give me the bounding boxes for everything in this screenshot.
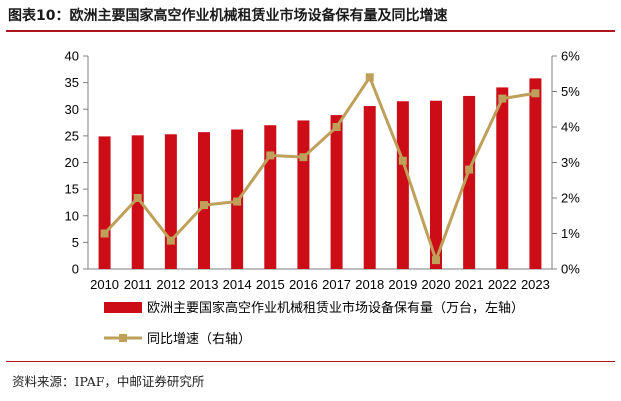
left-tick-label: 10 (65, 208, 79, 223)
x-tick-label: 2020 (422, 277, 451, 292)
left-tick-label: 0 (72, 262, 79, 277)
x-axis: 2010 2011 2012 2013 2014 2015 2016 2017 2018 2019… (88, 268, 552, 292)
x-tick-label: 2021 (455, 277, 484, 292)
line-point (200, 201, 208, 210)
bar (330, 115, 343, 269)
line-point (266, 151, 275, 160)
bar (363, 106, 376, 270)
x-tick-label: 2018 (355, 277, 384, 292)
left-y-axis: 0 5 10 15 20 25 30 35 40 (65, 49, 89, 277)
left-tick-label: 20 (65, 155, 79, 170)
bar (297, 120, 310, 270)
growth-line (103, 75, 536, 262)
line-point (133, 194, 142, 202)
right-y-axis: 0% 1% 2% 3% 4% 5% 6% (551, 49, 580, 277)
legend: 欧洲主要国家高空作业机械租赁业市场设备保有量（万台，左轴） 同比增速（右轴） (104, 300, 524, 346)
line-point (166, 236, 175, 245)
line-point (100, 229, 109, 238)
bar (98, 136, 111, 269)
left-tick-label: 5 (72, 235, 79, 250)
line-point (299, 153, 308, 162)
right-tick-label: 5% (561, 84, 580, 99)
x-tick-label: 2017 (322, 277, 351, 292)
x-tick-label: 2010 (90, 277, 119, 292)
x-tick-label: 2015 (256, 277, 285, 292)
bar (529, 78, 542, 270)
x-tick-label: 2023 (521, 277, 550, 292)
x-tick-label: 2019 (388, 277, 417, 292)
source-note: 资料来源：IPAF，中邮证券研究所 (12, 374, 205, 389)
line-point (332, 123, 341, 131)
x-tick-label: 2016 (289, 277, 318, 292)
bar (496, 87, 509, 269)
right-tick-label: 6% (561, 49, 580, 64)
legend-line-marker (119, 334, 127, 342)
right-tick-label: 3% (561, 155, 580, 170)
legend-bar-swatch (104, 302, 142, 313)
bar (430, 100, 442, 269)
bar-series (98, 78, 542, 270)
line-point (233, 197, 242, 206)
x-tick-label: 2012 (156, 277, 185, 292)
right-tick-label: 0% (561, 262, 580, 277)
right-tick-label: 1% (561, 226, 580, 241)
line-point (498, 94, 507, 103)
bar (198, 132, 210, 269)
left-tick-label: 25 (65, 128, 79, 143)
left-tick-label: 30 (65, 102, 79, 117)
legend-bar-label: 欧洲主要国家高空作业机械租赁业市场设备保有量（万台，左轴） (147, 300, 524, 315)
x-tick-label: 2013 (190, 277, 219, 292)
bar (463, 95, 476, 269)
line-point (465, 165, 474, 174)
x-tick-label: 2011 (124, 277, 152, 292)
right-tick-label: 4% (561, 120, 580, 135)
left-tick-label: 35 (65, 75, 79, 90)
line-point (398, 156, 407, 165)
source-divider (6, 361, 615, 362)
chart-title: 图表10：欧洲主要国家高空作业机械租赁业市场设备保有量及同比增速 (8, 8, 448, 24)
line-point (432, 256, 440, 265)
title-divider (6, 30, 615, 32)
line-point (365, 73, 374, 82)
line-point (531, 89, 540, 98)
bar (264, 125, 277, 269)
legend-line-label: 同比增速（右轴） (147, 331, 251, 346)
bar (131, 135, 144, 269)
bar (396, 101, 409, 269)
x-tick-label: 2022 (488, 277, 517, 292)
left-tick-label: 40 (65, 49, 79, 64)
bar (164, 134, 177, 269)
x-tick-label: 2014 (223, 277, 252, 292)
line-series (100, 73, 540, 265)
left-tick-label: 15 (65, 182, 79, 197)
right-tick-label: 2% (561, 191, 580, 206)
